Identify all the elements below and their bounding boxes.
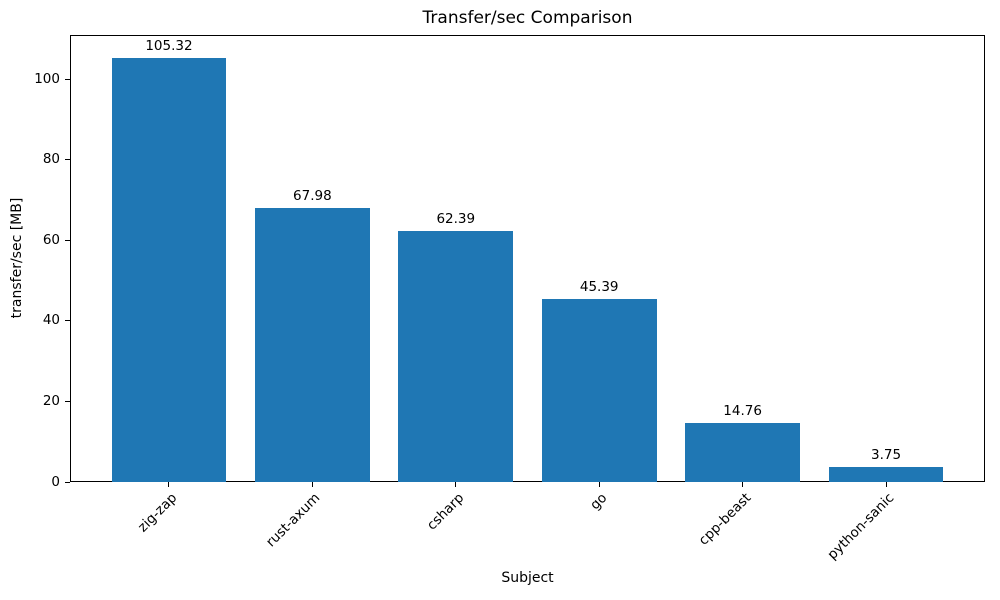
x-tick-mark: [742, 482, 744, 487]
x-tick-mark: [455, 482, 457, 487]
bar-value-label: 45.39: [579, 279, 619, 296]
bar-value-label: 3.75: [871, 446, 902, 463]
chart-title: Transfer/sec Comparison: [422, 8, 633, 28]
y-tick-mark: [65, 239, 70, 241]
y-tick-label: 40: [42, 312, 60, 329]
bar-value-label: 105.32: [145, 37, 193, 54]
y-tick-mark: [65, 481, 70, 483]
x-axis-label: Subject: [501, 570, 554, 586]
bar: [685, 422, 800, 482]
y-tick-label: 0: [51, 473, 60, 490]
y-tick-mark: [65, 320, 70, 322]
bar: [111, 57, 227, 482]
bar: [398, 230, 514, 482]
x-tick-mark: [885, 482, 887, 487]
y-tick-mark: [65, 78, 70, 80]
y-tick-mark: [65, 400, 70, 402]
y-tick-mark: [65, 159, 70, 161]
y-tick-label: 100: [34, 70, 60, 87]
x-tick-mark: [311, 482, 313, 487]
bar-value-label: 14.76: [723, 402, 762, 419]
y-axis-label: transfer/sec [MB]: [9, 197, 25, 319]
bar: [828, 466, 944, 482]
x-tick-mark: [168, 482, 170, 487]
x-tick-mark: [598, 482, 600, 487]
bar-value-label: 62.39: [436, 210, 476, 227]
y-tick-label: 60: [42, 231, 60, 248]
y-tick-label: 20: [42, 392, 60, 409]
y-tick-label: 80: [42, 151, 60, 168]
bar: [541, 299, 657, 482]
bar: [255, 208, 370, 482]
bar-value-label: 67.98: [293, 188, 332, 205]
